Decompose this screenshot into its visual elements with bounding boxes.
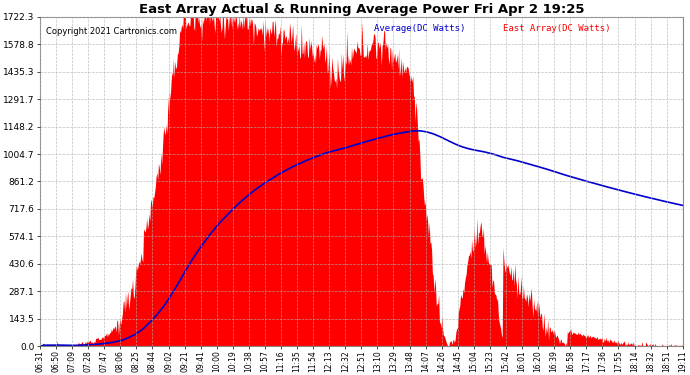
Text: Average(DC Watts): Average(DC Watts) <box>374 24 466 33</box>
Title: East Array Actual & Running Average Power Fri Apr 2 19:25: East Array Actual & Running Average Powe… <box>139 3 584 16</box>
Text: East Array(DC Watts): East Array(DC Watts) <box>503 24 610 33</box>
Text: Copyright 2021 Cartronics.com: Copyright 2021 Cartronics.com <box>46 27 177 36</box>
